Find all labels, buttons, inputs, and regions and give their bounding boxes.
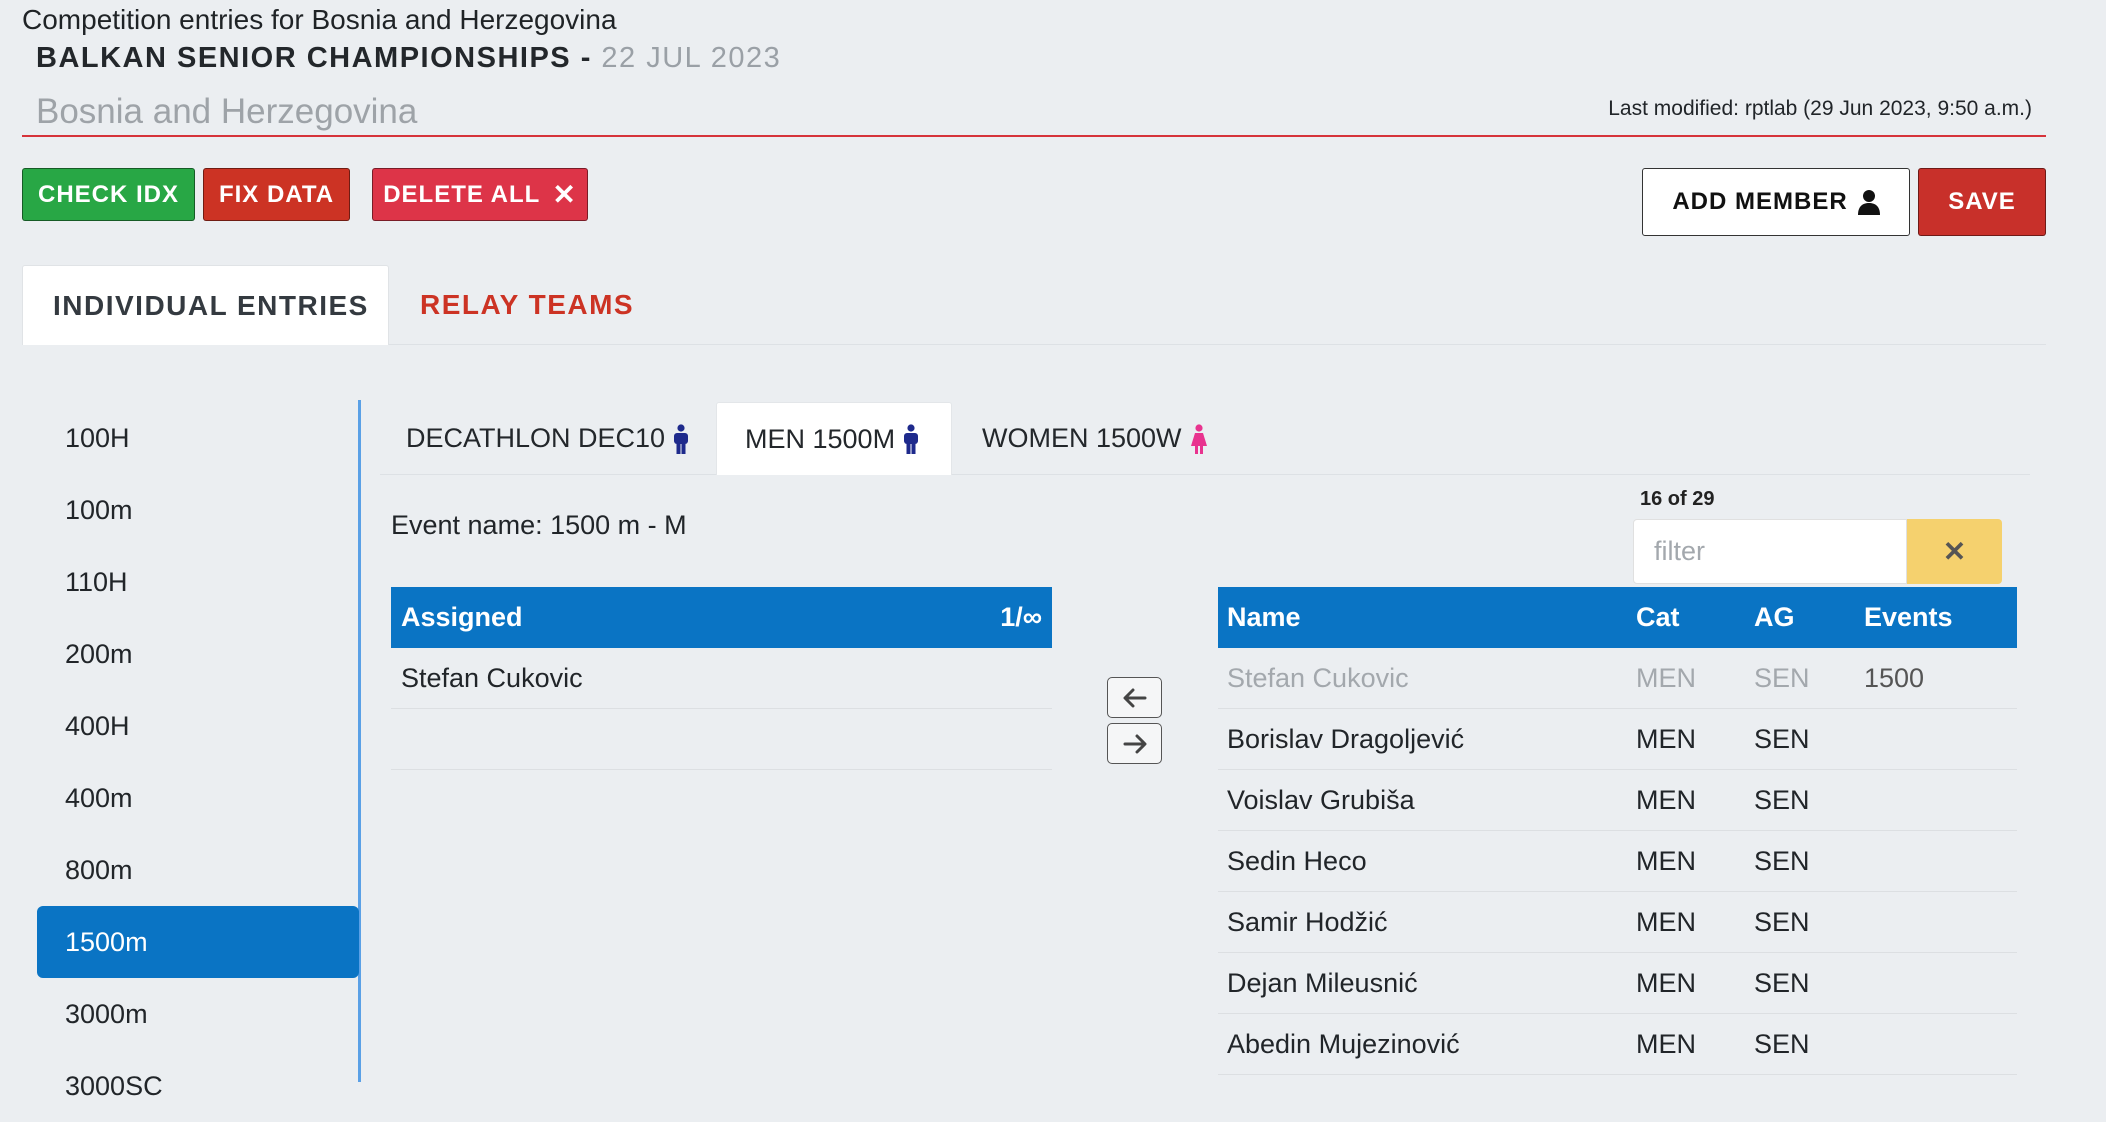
member-name: Samir Hodžić (1227, 906, 1388, 937)
sidebar-item-3000sc[interactable]: 3000SC (65, 1070, 163, 1101)
tab-label: DECATHLON DEC10 (406, 423, 666, 453)
move-left-button[interactable] (1107, 677, 1162, 718)
member-ag: SEN (1754, 967, 1810, 998)
member-cat: MEN (1636, 967, 1696, 998)
member-ag: SEN (1754, 784, 1810, 815)
assigned-name: Stefan Cukovic (401, 662, 583, 693)
table-row[interactable]: Dejan Mileusnić MEN SEN (1218, 953, 2017, 1014)
assigned-header: Assigned 1/∞ (391, 587, 1052, 648)
main-tabs-divider (22, 344, 2046, 345)
tab-individual-entries[interactable]: INDIVIDUAL ENTRIES (22, 265, 389, 345)
table-row[interactable]: Borislav Dragoljević MEN SEN (1218, 709, 2017, 770)
tab-relay-teams[interactable]: RELAY TEAMS (420, 289, 635, 320)
championship-name: BALKAN SENIOR CHAMPIONSHIPS - (36, 42, 592, 74)
member-ag: SEN (1754, 906, 1810, 937)
sidebar-item-400m[interactable]: 400m (65, 782, 133, 813)
male-icon (674, 423, 689, 454)
member-cat: MEN (1636, 784, 1696, 815)
event-tabs-divider (380, 474, 2030, 475)
add-member-button[interactable]: ADD MEMBER (1642, 168, 1910, 236)
close-icon: ✕ (552, 179, 577, 210)
championship-title: BALKAN SENIOR CHAMPIONSHIPS - 22 JUL 202… (36, 42, 781, 75)
member-cat: MEN (1636, 723, 1696, 754)
add-member-label: ADD MEMBER (1672, 188, 1848, 215)
member-name: Voislav Grubiša (1227, 784, 1415, 815)
sidebar-border (358, 400, 361, 1082)
sidebar-item-100h[interactable]: 100H (65, 422, 130, 453)
arrow-right-icon (1123, 734, 1146, 753)
column-name[interactable]: Name (1227, 602, 1301, 632)
female-icon (1190, 423, 1207, 454)
member-ag: SEN (1754, 662, 1810, 693)
filter-input[interactable] (1633, 519, 1907, 584)
member-cat: MEN (1636, 662, 1696, 693)
member-name: Sedin Heco (1227, 845, 1367, 876)
member-name: Stefan Cukovic (1227, 662, 1409, 693)
delete-all-label: DELETE ALL (383, 180, 541, 208)
arrow-left-icon (1123, 688, 1146, 707)
column-events[interactable]: Events (1864, 602, 1953, 632)
member-cat: MEN (1636, 1028, 1696, 1059)
tab-label: WOMEN 1500W (982, 423, 1182, 453)
assigned-count: 1/∞ (1000, 602, 1042, 632)
assigned-row-empty (391, 709, 1052, 770)
clear-filter-button[interactable]: ✕ (1907, 519, 2002, 584)
tab-label: MEN 1500M (745, 423, 896, 454)
event-name: Event name: 1500 m - M (391, 510, 687, 540)
male-icon (904, 424, 919, 454)
member-events: 1500 (1864, 662, 1925, 693)
sidebar-item-400h[interactable]: 400H (65, 710, 130, 741)
sidebar-item-110h[interactable]: 110H (65, 566, 128, 597)
column-cat[interactable]: Cat (1636, 602, 1680, 632)
sidebar-item-3000m[interactable]: 3000m (65, 998, 148, 1029)
table-row[interactable]: Voislav Grubiša MEN SEN (1218, 770, 2017, 831)
member-ag: SEN (1754, 845, 1810, 876)
tab-women-1500w[interactable]: WOMEN 1500W (954, 402, 1244, 475)
last-modified: Last modified: rptlab (29 Jun 2023, 9:50… (1608, 97, 2032, 120)
fix-data-button[interactable]: FIX DATA (203, 168, 350, 221)
member-name: Borislav Dragoljević (1227, 723, 1465, 754)
table-row[interactable]: Stefan Cukovic MEN SEN 1500 (1218, 648, 2017, 709)
assigned-title: Assigned (401, 602, 523, 632)
member-cat: MEN (1636, 906, 1696, 937)
sidebar-item-800m[interactable]: 800m (65, 854, 133, 885)
member-cat: MEN (1636, 845, 1696, 876)
assigned-row[interactable]: Stefan Cukovic (391, 648, 1052, 709)
move-right-button[interactable] (1107, 723, 1162, 764)
table-row[interactable]: Abedin Mujezinović MEN SEN (1218, 1014, 2017, 1075)
save-button[interactable]: SAVE (1918, 168, 2046, 236)
member-ag: SEN (1754, 1028, 1810, 1059)
filter-count: 16 of 29 (1640, 488, 1715, 510)
sidebar-item-1500m[interactable]: 1500m (37, 906, 359, 978)
members-header: Name Cat AG Events (1218, 587, 2017, 648)
tab-decathlon-dec10[interactable]: DECATHLON DEC10 (378, 402, 714, 475)
member-name: Abedin Mujezinović (1227, 1028, 1460, 1059)
member-name: Dejan Mileusnić (1227, 967, 1418, 998)
country-name: Bosnia and Herzegovina (36, 92, 418, 131)
page-heading: Competition entries for Bosnia and Herze… (22, 4, 617, 35)
delete-all-button[interactable]: DELETE ALL ✕ (372, 168, 588, 221)
column-ag[interactable]: AG (1754, 602, 1795, 632)
table-row[interactable]: Sedin Heco MEN SEN (1218, 831, 2017, 892)
sidebar-item-200m[interactable]: 200m (65, 638, 133, 669)
close-icon: ✕ (1942, 536, 1967, 567)
sidebar-item-100m[interactable]: 100m (65, 494, 133, 525)
table-row[interactable]: Samir Hodžić MEN SEN (1218, 892, 2017, 953)
user-icon (1857, 190, 1880, 215)
check-idx-button[interactable]: CHECK IDX (22, 168, 195, 221)
championship-date: 22 JUL 2023 (601, 42, 782, 74)
header-divider (22, 135, 2046, 137)
tab-men-1500m[interactable]: MEN 1500M (716, 402, 952, 475)
member-ag: SEN (1754, 723, 1810, 754)
